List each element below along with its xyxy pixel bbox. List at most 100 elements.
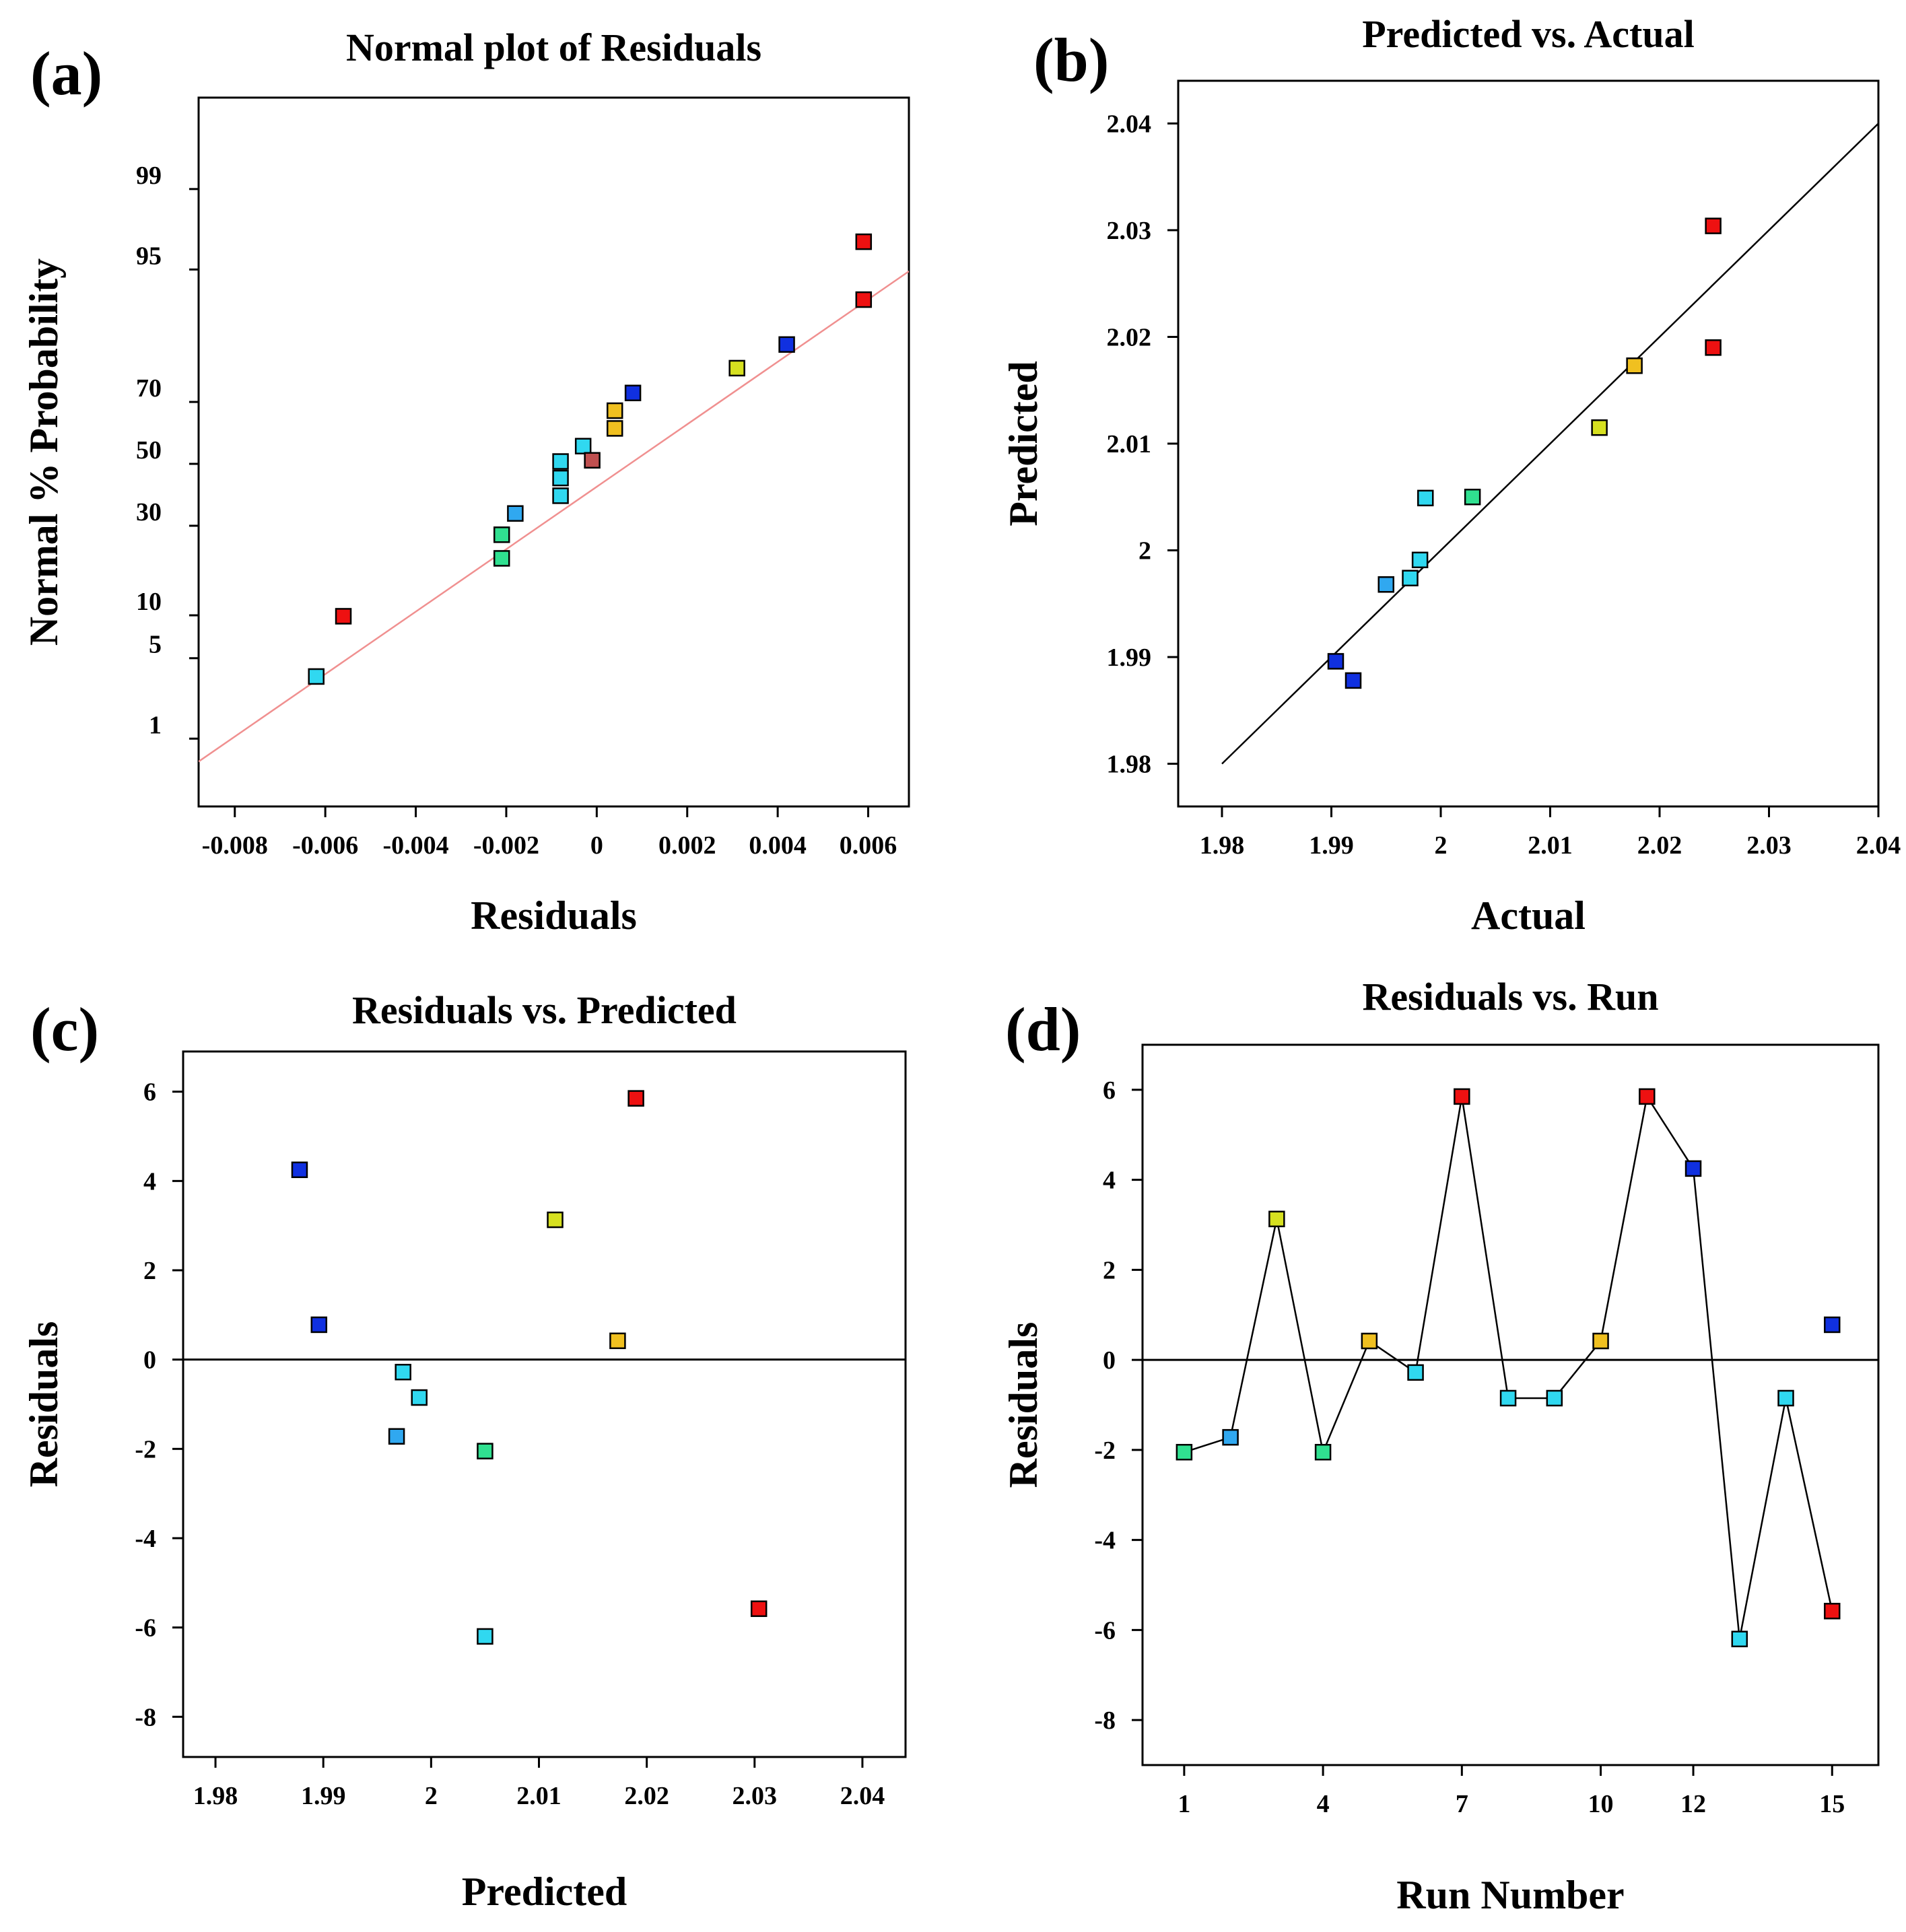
y-tick-label: 95: [136, 242, 162, 270]
data-point: [1626, 357, 1643, 374]
data-point: [855, 291, 873, 308]
x-tick-label: 1.99: [301, 1782, 346, 1810]
y-tick-label: -6: [1094, 1616, 1116, 1645]
x-tick-label: 0.002: [658, 831, 716, 860]
data-point: [395, 1363, 411, 1381]
y-tick-label: -4: [135, 1525, 156, 1553]
data-point: [1345, 672, 1362, 689]
y-tick-label: 6: [1103, 1076, 1116, 1105]
panel-label: (a): [30, 39, 102, 108]
data-point: [1454, 1088, 1470, 1105]
y-tick-label: 2: [1138, 537, 1151, 565]
data-point: [1705, 339, 1722, 356]
data-point: [574, 438, 592, 454]
data-point: [335, 608, 352, 625]
data-point: [477, 1443, 493, 1459]
data-point: [1361, 1332, 1378, 1350]
y-tick-label: -8: [1094, 1706, 1116, 1735]
data-point: [627, 1090, 644, 1107]
x-tick-label: 2.03: [733, 1782, 778, 1810]
data-point: [1824, 1603, 1841, 1620]
chart-title: Predicted vs. Actual: [1362, 12, 1694, 56]
data-point: [477, 1628, 493, 1645]
panel-label: (c): [30, 995, 99, 1064]
data-point: [308, 668, 325, 685]
plot-frame: [182, 1050, 907, 1758]
data-point: [1377, 576, 1394, 593]
x-tick-label: 1.98: [193, 1782, 238, 1810]
data-point: [1268, 1210, 1285, 1228]
x-tick-label: 2.02: [624, 1782, 669, 1810]
x-tick-label: 1: [1178, 1790, 1190, 1818]
data-point: [750, 1600, 768, 1618]
panel-d: (d) Residuals vs. Run Run Number Residuals 1…: [1001, 975, 1880, 1917]
x-tick-label: 2.01: [1528, 831, 1573, 860]
data-point: [1546, 1389, 1563, 1407]
y-tick-label: 2.03: [1107, 217, 1152, 245]
data-point: [728, 359, 745, 377]
panel-label: (d): [1005, 995, 1081, 1064]
plot-frame: [197, 96, 910, 808]
x-axis-label: Residuals: [471, 893, 637, 938]
data-point: [606, 420, 623, 437]
x-tick-label: 0: [590, 831, 603, 860]
series-line: [1184, 1094, 1833, 1639]
y-tick-label: 4: [1103, 1167, 1116, 1195]
y-tick-label: 10: [136, 588, 162, 616]
data-point: [493, 550, 510, 567]
data-point: [1499, 1389, 1517, 1407]
data-point: [552, 453, 569, 470]
data-point: [388, 1428, 405, 1445]
data-point: [1824, 1316, 1841, 1334]
panel-label: (b): [1033, 26, 1109, 94]
data-point: [778, 336, 795, 353]
data-point: [1314, 1443, 1332, 1461]
x-tick-label: 10: [1588, 1790, 1614, 1818]
y-tick-label: 0: [1103, 1346, 1116, 1375]
x-axis-label: Run Number: [1396, 1873, 1624, 1917]
x-tick-label: 2.01: [516, 1782, 561, 1810]
y-tick-label: 50: [136, 436, 162, 464]
data-point: [1684, 1160, 1702, 1177]
y-tick-label: 4: [143, 1167, 156, 1196]
data-point: [1639, 1088, 1656, 1105]
x-tick-label: 15: [1819, 1790, 1845, 1818]
y-tick-label: -4: [1094, 1527, 1116, 1555]
y-tick-label: 5: [149, 631, 162, 659]
data-point: [1731, 1630, 1748, 1647]
y-tick-label: -6: [135, 1614, 156, 1643]
x-tick-label: 0.004: [749, 831, 807, 860]
data-point: [411, 1389, 428, 1406]
y-tick-label: -8: [135, 1703, 156, 1731]
data-point: [609, 1332, 626, 1350]
y-tick-label: 2.02: [1107, 323, 1152, 351]
y-tick-label: 2.04: [1107, 110, 1152, 138]
y-axis-label: Residuals: [1001, 1322, 1046, 1488]
reference-line: [1221, 123, 1878, 765]
chart-title: Residuals vs. Predicted: [352, 988, 737, 1032]
x-tick-label: 7: [1456, 1790, 1468, 1818]
y-tick-label: 6: [143, 1078, 156, 1107]
plot-area: [183, 1090, 906, 1645]
x-tick-label: -0.002: [473, 831, 539, 860]
data-point: [552, 487, 569, 504]
y-tick-label: 0: [143, 1346, 156, 1375]
x-tick-label: 4: [1317, 1790, 1330, 1818]
plot-frame: [1141, 1043, 1880, 1766]
plot-area: [199, 233, 909, 763]
x-tick-label: 2: [1435, 831, 1448, 860]
y-tick-label: 70: [136, 374, 162, 403]
y-tick-label: -2: [135, 1435, 156, 1463]
y-tick-label: 30: [136, 498, 162, 526]
data-point: [291, 1161, 308, 1179]
y-tick-label: -2: [1094, 1437, 1116, 1465]
y-tick-label: 1.99: [1107, 644, 1152, 672]
y-axis-label: Predicted: [1001, 361, 1046, 526]
chart-title: Normal plot of Residuals: [346, 26, 761, 69]
x-tick-label: -0.006: [292, 831, 358, 860]
data-point: [1176, 1443, 1193, 1461]
data-point: [624, 384, 642, 401]
y-tick-label: 2: [1103, 1256, 1116, 1284]
panel-c: (c) Residuals vs. Predicted Predicted Resid…: [22, 988, 907, 1914]
